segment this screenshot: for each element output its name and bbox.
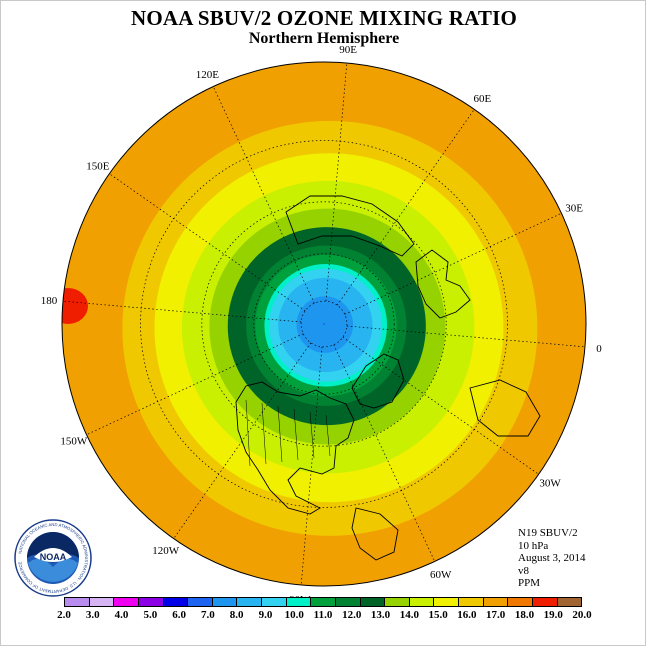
latitude-circle bbox=[201, 201, 447, 447]
instrument-label: N19 SBUV/2 bbox=[518, 527, 578, 539]
colorbar-segment bbox=[65, 598, 90, 606]
longitude-label: 30E bbox=[565, 202, 583, 214]
state-border bbox=[261, 402, 267, 465]
colorbar-segment bbox=[532, 598, 558, 606]
longitude-label: 90E bbox=[339, 44, 357, 56]
ozone-contour-band bbox=[323, 323, 325, 325]
colorbar-tick-label: 5.0 bbox=[143, 609, 158, 621]
longitude-label: 60E bbox=[473, 93, 491, 105]
colorbar-tick-label: 2.0 bbox=[57, 609, 71, 621]
coastlines bbox=[235, 195, 541, 561]
colorbar-tick-label: 13.0 bbox=[370, 609, 391, 621]
latitude-circle bbox=[140, 140, 508, 508]
longitude-label: 60W bbox=[430, 569, 452, 581]
latitude-circle bbox=[300, 300, 348, 348]
state-border bbox=[245, 399, 251, 467]
longitude-label: 180 bbox=[41, 295, 58, 307]
graticule bbox=[62, 62, 586, 586]
longitude-label: 150W bbox=[60, 436, 88, 448]
colorbar-segment bbox=[188, 598, 213, 606]
colorbar-segment bbox=[483, 598, 509, 606]
colorbar-segment bbox=[163, 598, 189, 606]
coastline bbox=[469, 379, 541, 437]
longitude-label: 120W bbox=[152, 545, 180, 557]
map-border bbox=[61, 61, 587, 587]
colorbar-segment bbox=[311, 598, 336, 606]
level-label: 10 hPa bbox=[518, 539, 549, 552]
colorbar-segment bbox=[212, 598, 238, 606]
colorbar-tick-label: 10.0 bbox=[284, 609, 304, 621]
colorbar-tick-label: 20.0 bbox=[572, 609, 592, 621]
colorbar bbox=[64, 597, 582, 607]
logo-text: NOAA bbox=[40, 552, 67, 562]
colorbar-tick-label: 14.0 bbox=[399, 609, 419, 621]
map-subtitle: Northern Hemisphere bbox=[248, 30, 400, 47]
longitude-label: 30W bbox=[539, 477, 561, 489]
state-border bbox=[325, 414, 331, 457]
colorbar-segment bbox=[508, 598, 533, 606]
colorbar-tick-label: 19.0 bbox=[543, 609, 563, 621]
colorbar-tick-label: 4.0 bbox=[114, 609, 129, 621]
coastline bbox=[351, 353, 405, 409]
state-border bbox=[293, 408, 299, 461]
colorbar-segment bbox=[286, 598, 312, 606]
longitude-label: 150E bbox=[86, 161, 110, 173]
colorbar-tick-label: 18.0 bbox=[514, 609, 535, 621]
colorbar-ticks: 2.0 3.0 4.0 5.0 6.0 7.0 8.0 9.0 10.0 11.0 12.0 13.0… bbox=[57, 609, 592, 623]
coastline bbox=[235, 381, 355, 515]
colorbar-tick-label: 11.0 bbox=[313, 609, 333, 621]
colorbar-segment bbox=[114, 598, 139, 606]
colorbar-segment bbox=[557, 598, 582, 606]
colorbar-tick-label: 12.0 bbox=[342, 609, 362, 621]
colorbar-segment bbox=[138, 598, 164, 606]
longitude-labels: 90E60E30E030W60W90W120W150W180150E120E bbox=[41, 44, 602, 606]
longitude-label: 120E bbox=[196, 69, 220, 81]
colorbar-segment bbox=[409, 598, 435, 606]
state-border bbox=[309, 411, 315, 459]
units-label: PPM bbox=[518, 577, 541, 589]
map-title: NOAA SBUV/2 OZONE MIXING RATIO bbox=[131, 6, 517, 30]
coastline bbox=[351, 507, 399, 561]
longitude-label: 0 bbox=[596, 343, 602, 355]
info-block: N19 SBUV/2 10 hPa August 3, 2014 v8 PPM bbox=[518, 527, 586, 590]
colorbar-tick-label: 16.0 bbox=[457, 609, 477, 621]
colorbar-segment bbox=[89, 598, 115, 606]
coastline bbox=[285, 195, 415, 257]
latitude-circle bbox=[253, 253, 395, 395]
colorbar-tick-label: 15.0 bbox=[428, 609, 448, 621]
colorbar-segment bbox=[335, 598, 361, 606]
colorbar-tick-label: 6.0 bbox=[172, 609, 186, 621]
noaa-logo: NOAA NATIONAL OCEANIC AND ATMOSPHERIC AD… bbox=[14, 519, 92, 597]
state-border bbox=[277, 405, 283, 463]
colorbar-tick-label: 7.0 bbox=[201, 609, 215, 621]
colorbar-segment bbox=[360, 598, 386, 606]
colorbar-segment bbox=[434, 598, 459, 606]
colorbar-tick-label: 3.0 bbox=[85, 609, 100, 621]
ozone-field bbox=[62, 62, 586, 586]
version-label: v8 bbox=[518, 564, 529, 577]
colorbar-tick-label: 17.0 bbox=[486, 609, 506, 621]
max-ozone-patch bbox=[62, 288, 88, 324]
coastline bbox=[415, 249, 471, 319]
colorbar-segment bbox=[385, 598, 410, 606]
colorbar-segment bbox=[237, 598, 262, 606]
colorbar-tick-label: 8.0 bbox=[229, 609, 244, 621]
colorbar-segment bbox=[262, 598, 287, 606]
date-label: August 3, 2014 bbox=[518, 552, 586, 564]
colorbar-segment bbox=[459, 598, 484, 606]
colorbar-tick-label: 9.0 bbox=[258, 609, 273, 621]
